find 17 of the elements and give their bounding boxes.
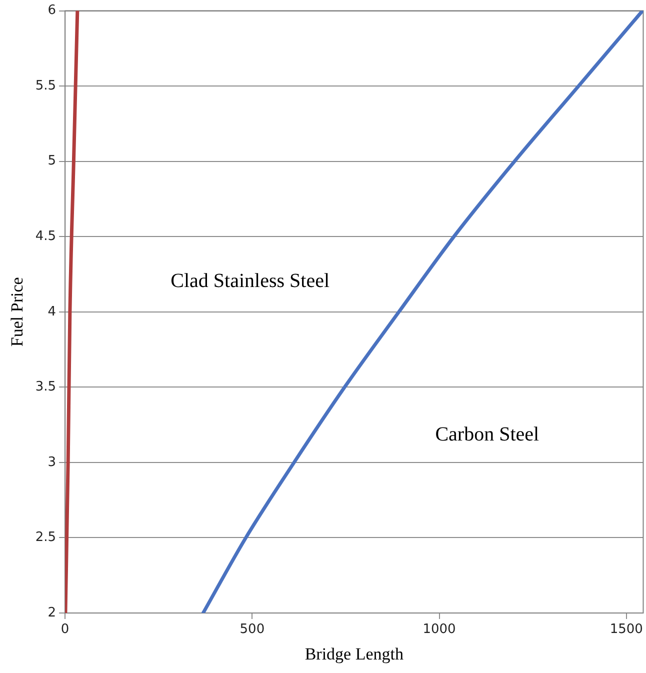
y-axis-title: Fuel Price	[8, 277, 27, 347]
x-tick-label: 1000	[422, 622, 456, 638]
annotation: Clad Stainless Steel	[170, 270, 330, 292]
x-tick-label: 0	[60, 622, 70, 638]
y-tick-label: 2.5	[35, 530, 56, 546]
y-tick-label: 4.5	[35, 229, 56, 244]
x-axis-title: Bridge Length	[304, 644, 404, 664]
y-tick-label: 5	[48, 154, 56, 169]
y-tick-label: 4	[48, 304, 56, 320]
y-tick-label: 3.5	[35, 380, 56, 395]
x-tick-label: 500	[240, 622, 265, 638]
y-tick-label: 2	[48, 605, 56, 620]
y-tick-label: 3	[48, 454, 56, 470]
y-tick-label: 5.5	[35, 78, 56, 94]
x-tick-label: 1500	[610, 622, 643, 638]
y-tick-label: 6	[48, 3, 56, 18]
annotation: Carbon Steel	[435, 424, 540, 446]
